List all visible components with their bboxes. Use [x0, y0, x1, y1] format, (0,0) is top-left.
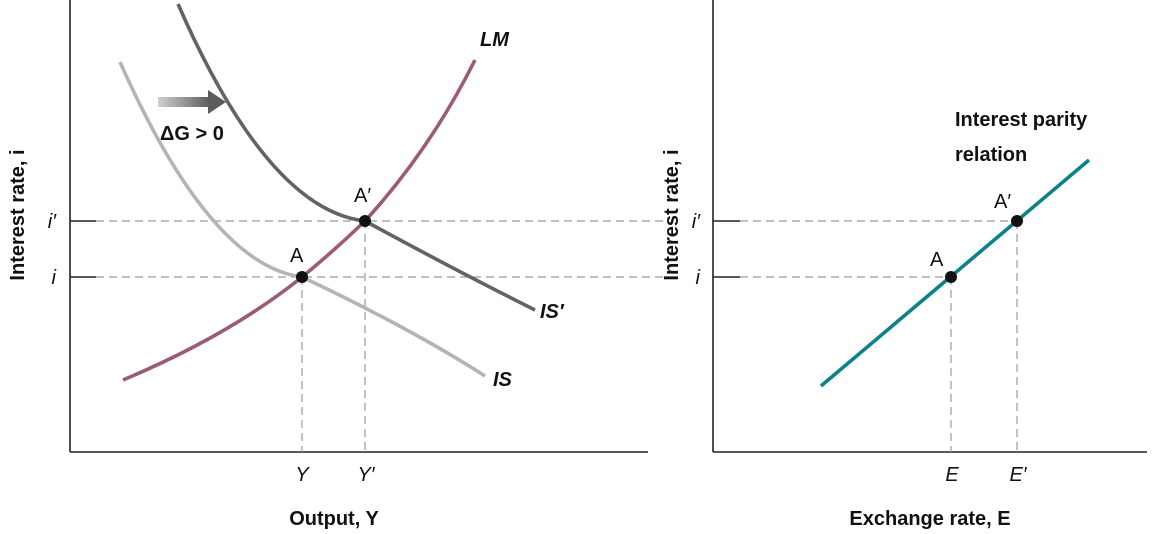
left-y-tick-label-i-prime: i′	[48, 211, 57, 233]
left-x-tick-label-y-prime: Y′	[357, 464, 375, 486]
lm-curve	[122, 59, 477, 382]
interest-parity-label-line1: Interest parity	[955, 109, 1088, 131]
left-panel: i′ i ΔG > 0 LM IS′ IS A A′ Y Y′ Output,	[7, 0, 665, 530]
shift-arrow-shaft	[158, 97, 210, 107]
right-y-axis-title: Interest rate, i	[661, 149, 683, 280]
shift-arrow-head	[208, 90, 226, 114]
parity-point-a-prime-label: A′	[994, 191, 1011, 213]
is-curve	[118, 61, 486, 378]
left-x-axis-title: Output, Y	[289, 508, 379, 530]
left-y-axis-title: Interest rate, i	[7, 149, 29, 280]
equilibrium-point-a-prime	[359, 215, 371, 227]
is-prime-curve	[176, 3, 536, 312]
point-a-label: A	[290, 245, 304, 267]
right-y-tick-label-i: i	[696, 267, 701, 289]
parity-point-a-prime	[1011, 215, 1023, 227]
is-label: IS	[493, 369, 513, 391]
parity-point-a-label: A	[930, 249, 944, 271]
right-x-tick-label-e: E	[945, 464, 959, 486]
interest-parity-label-line2: relation	[955, 144, 1027, 166]
left-y-tick-label-i: i	[52, 267, 57, 289]
parity-point-a	[945, 271, 957, 283]
right-panel: i′ i A A′ Interest parity relation E E′ …	[661, 0, 1147, 530]
right-x-tick-label-e-prime: E′	[1009, 464, 1027, 486]
right-x-axis-title: Exchange rate, E	[849, 508, 1010, 530]
point-a-prime-label: A′	[354, 185, 371, 207]
equilibrium-point-a	[296, 271, 308, 283]
lm-label: LM	[480, 29, 510, 51]
is-prime-label: IS′	[540, 301, 565, 323]
right-y-tick-label-i-prime: i′	[692, 211, 701, 233]
left-x-tick-label-y: Y	[295, 464, 310, 486]
shift-arrow	[158, 90, 226, 114]
shift-label: ΔG > 0	[160, 123, 224, 145]
